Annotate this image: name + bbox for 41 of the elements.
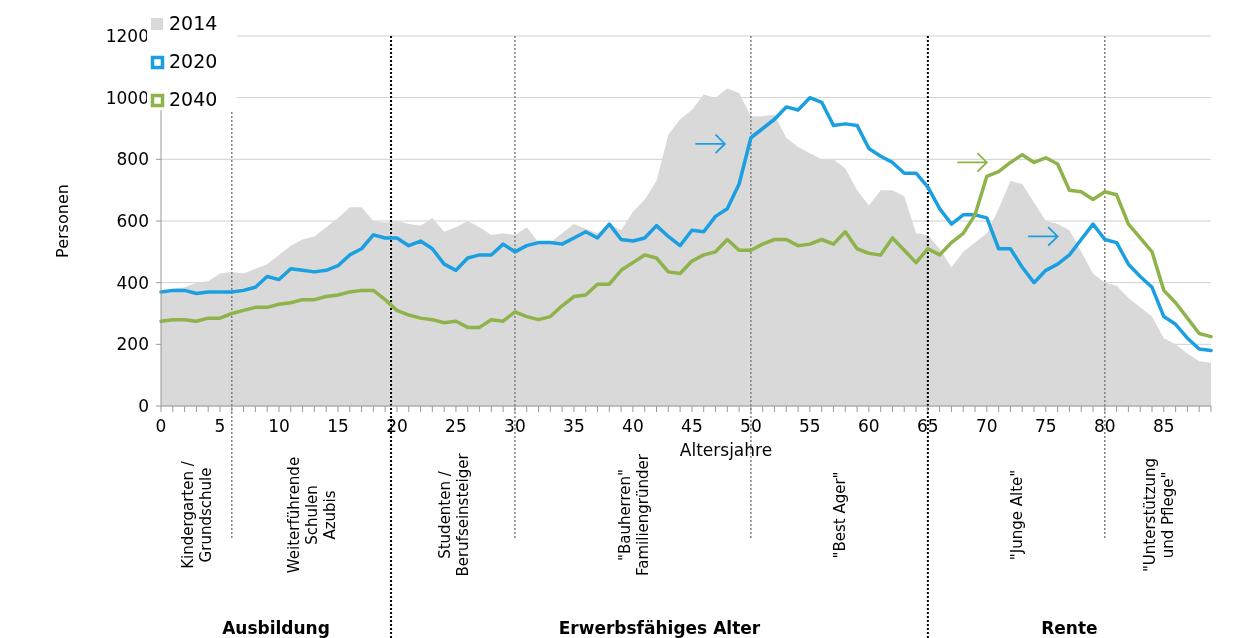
x-axis-title: Altersjahre	[679, 440, 773, 460]
x-tick-label: 30	[504, 416, 526, 436]
text: Ausbildung	[222, 618, 330, 638]
x-tick-label: 15	[327, 416, 349, 436]
x-tick-label: 55	[799, 416, 821, 436]
x-tick-label: 0	[155, 416, 167, 436]
x-tick-label: 50	[740, 416, 762, 436]
text: Weiterführende Schulen Azubis	[285, 456, 340, 574]
y-tick-label: 200	[116, 334, 149, 355]
x-tick-label: 45	[681, 416, 703, 436]
y-tick-label: 1200	[105, 26, 149, 46]
y-tick-label: 600	[116, 211, 149, 231]
x-tick-label: 40	[622, 416, 644, 436]
text: "Unterstützung und Pflege"	[1140, 457, 1177, 573]
x-tick-label: 75	[1035, 416, 1057, 436]
text: Rente	[1041, 618, 1098, 638]
x-tick-label: 35	[563, 416, 585, 436]
y-tick-label: 1000	[105, 87, 149, 108]
x-tick-label: 70	[976, 416, 998, 436]
y-tick-label: 0	[138, 396, 149, 416]
legend-label: 2014	[169, 12, 218, 34]
y-tick-label: 800	[116, 149, 149, 170]
x-tick-label: 10	[268, 416, 290, 436]
text: Kindergarten / Grundschule	[179, 460, 216, 569]
x-tick-label: 85	[1152, 416, 1175, 436]
text: Erwerbsfähiges Alter	[558, 618, 761, 638]
y-tick-label: 400	[116, 272, 149, 293]
text: "Bauherren" Familiengründer	[615, 453, 652, 576]
x-tick-label: 20	[386, 416, 408, 436]
line-series	[159, 152, 1213, 339]
legend-label: 2040	[169, 88, 218, 110]
text: Studenten / Berufseinsteiger	[435, 452, 472, 577]
text: "Junge Alte"	[1008, 469, 1027, 561]
x-tick-label: 25	[445, 416, 467, 436]
y-axis-title: Personen	[53, 184, 72, 258]
x-tick-label: 5	[214, 416, 226, 436]
x-tick-label: 65	[917, 416, 939, 436]
x-tick-label: 60	[858, 416, 880, 436]
x-tick-label: 80	[1094, 416, 1116, 436]
legend-label: 2020	[169, 50, 218, 72]
text: "Best Ager"	[831, 471, 850, 559]
